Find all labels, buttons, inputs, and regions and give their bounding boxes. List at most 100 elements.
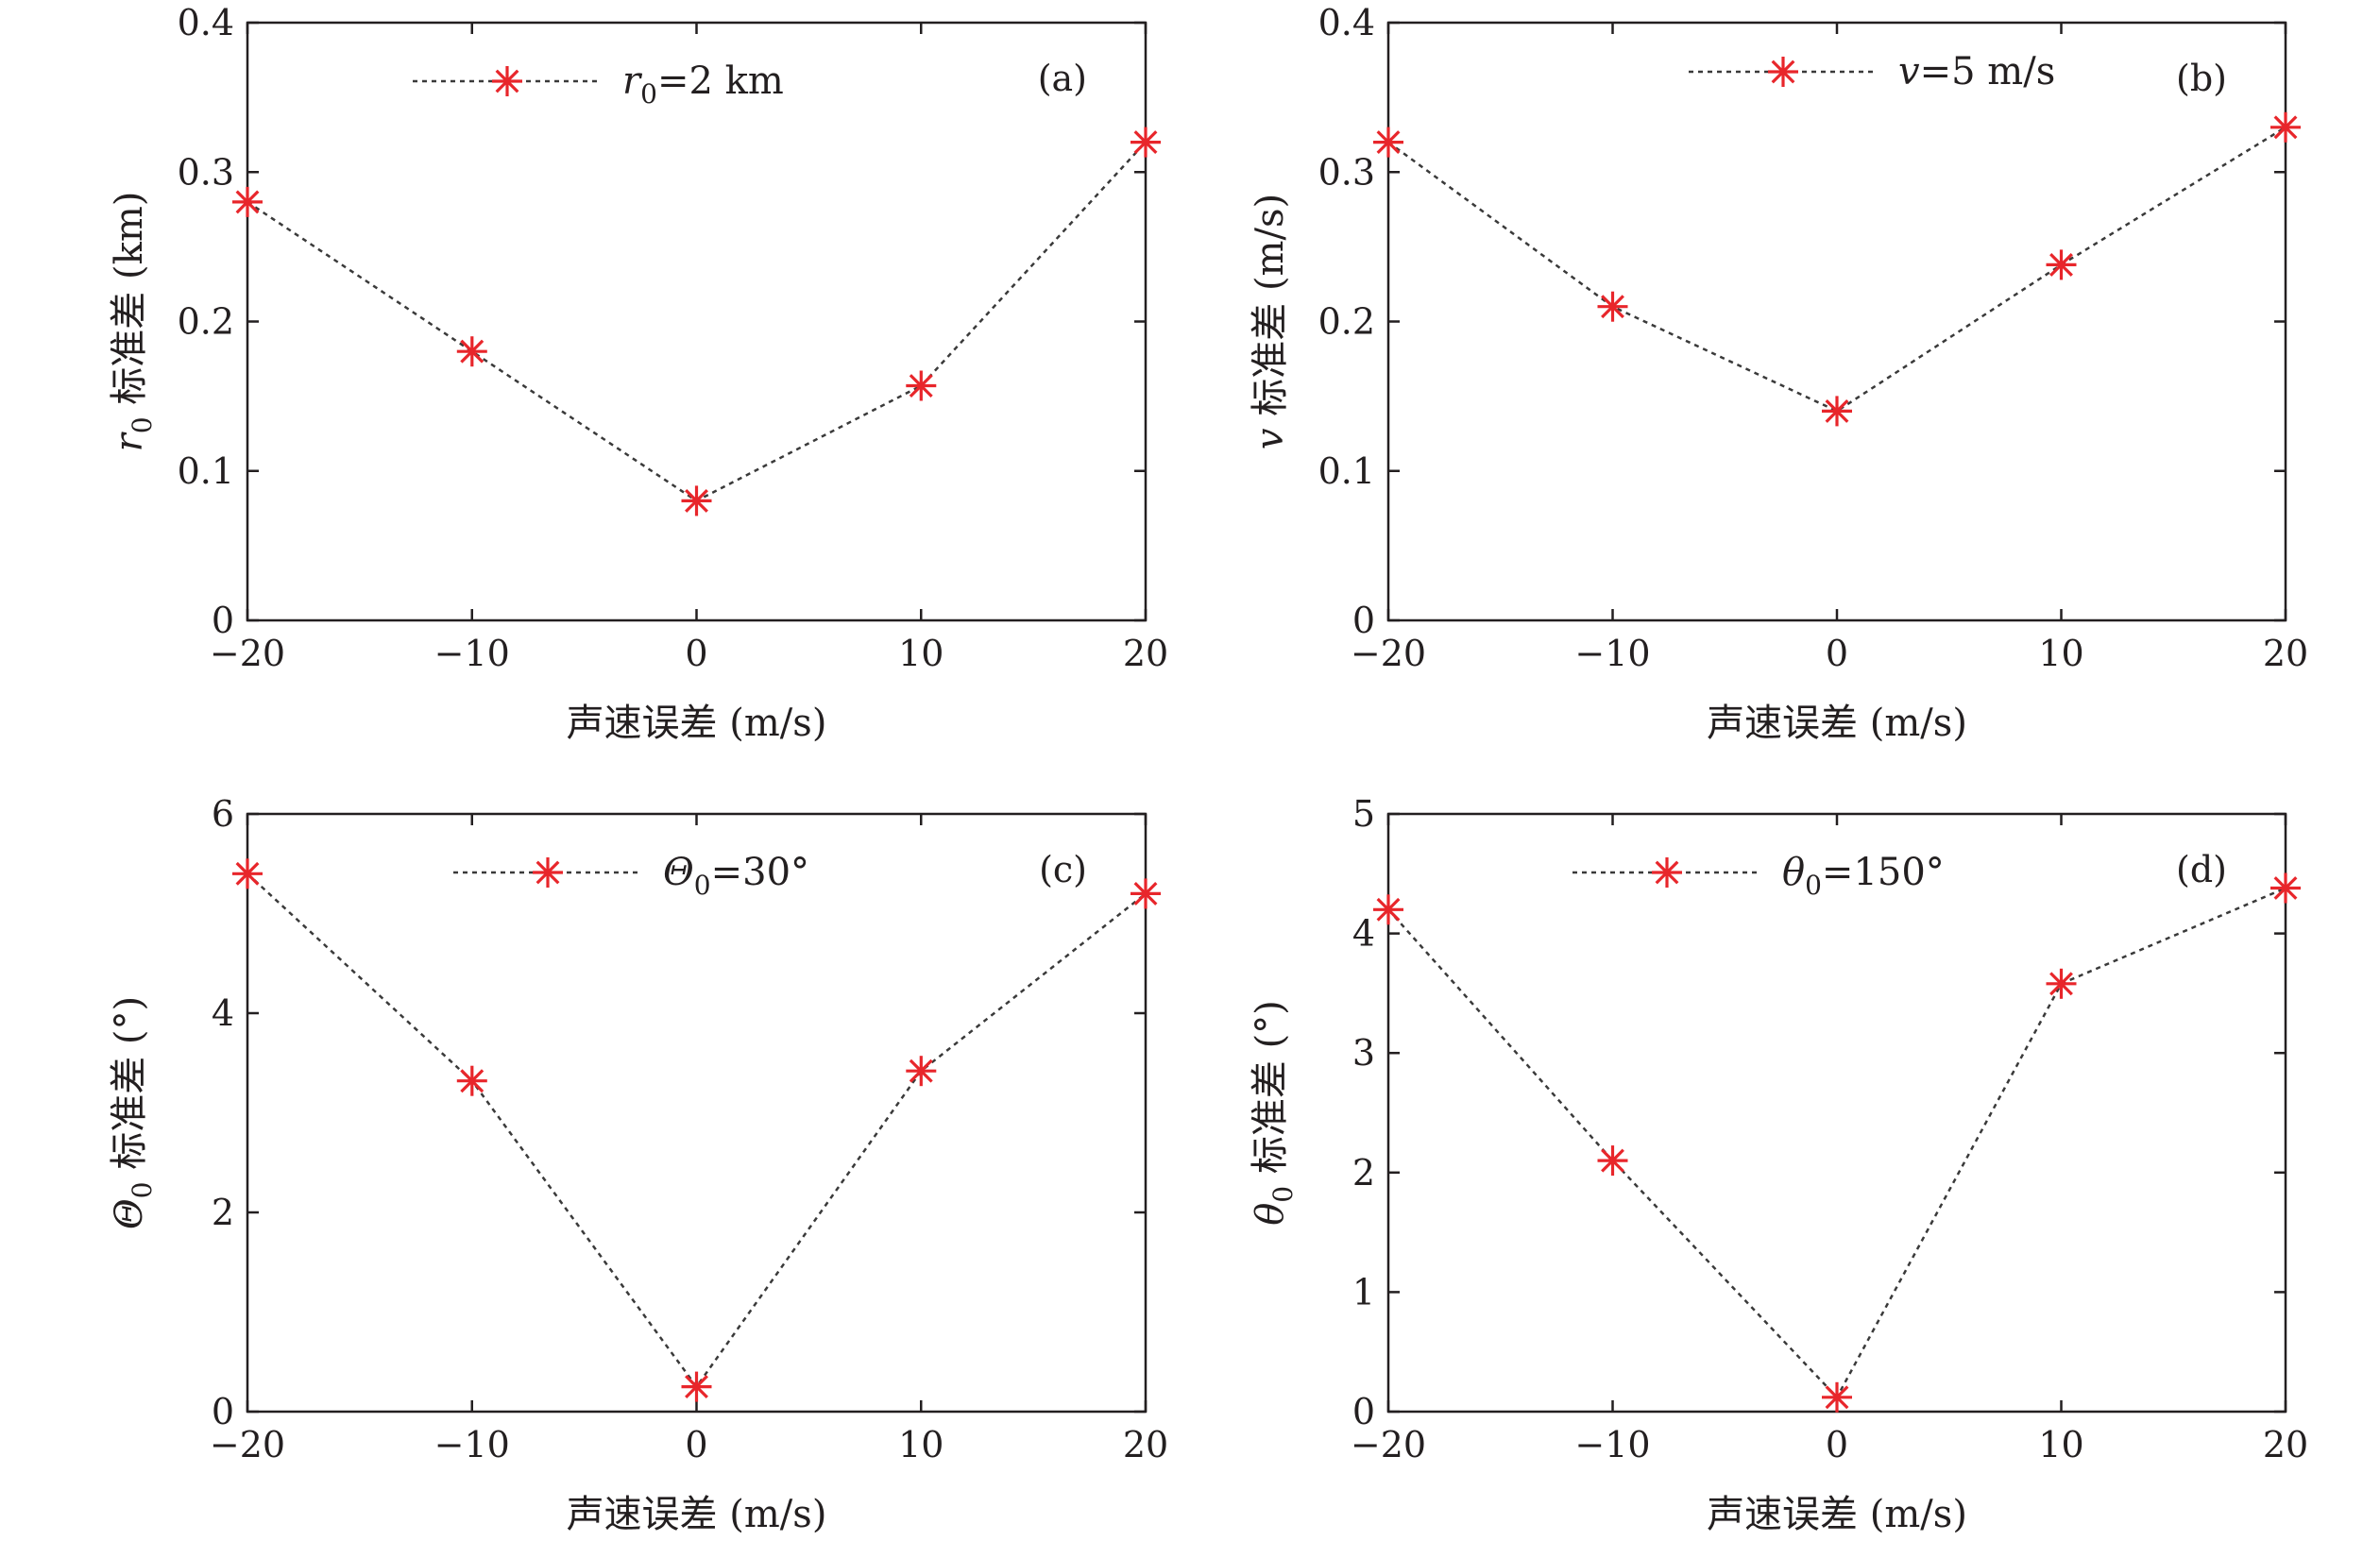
label-text: 标准差 (m/s) [1249, 194, 1292, 429]
x-tick-label: 10 [2038, 633, 2083, 674]
svg-text:θ0 标准差 (°): θ0 标准差 (°) [1249, 1000, 1299, 1226]
plot-frame [246, 812, 1148, 1414]
x-axis-label: 声速误差 (m/s) [1707, 1493, 1967, 1536]
x-axis-label: 声速误差 (m/s) [1707, 702, 1967, 745]
label-text: =2 km [657, 59, 784, 103]
svg-text:r0 标准差 (km): r0 标准差 (km) [108, 192, 158, 452]
y-tick-label: 0.1 [178, 450, 234, 492]
legend: v=5 m/s [1689, 50, 2055, 93]
y-tick-label: 2 [212, 1192, 234, 1233]
x-tick-label: 0 [685, 1424, 707, 1465]
data-point-c-4 [1130, 878, 1161, 909]
data-point-a-0 [232, 186, 263, 217]
plot-frame [246, 21, 1148, 622]
y-tick-label: 0 [1352, 600, 1375, 641]
x-tick-label: 0 [1826, 1424, 1848, 1465]
subscript: 0 [127, 1182, 158, 1199]
x-tick-label: −20 [1351, 633, 1426, 674]
data-point-b-0 [1373, 127, 1403, 158]
data-point-a-2 [681, 485, 712, 516]
y-tick-label: 0.4 [1318, 2, 1375, 43]
series-line [1387, 887, 2286, 1399]
y-tick-label: 0.2 [1318, 301, 1375, 343]
plot-frame [1386, 812, 2287, 1414]
y-tick-label: 3 [1352, 1032, 1375, 1074]
x-tick-label: −20 [210, 633, 285, 674]
x-tick-label: −10 [1574, 633, 1650, 674]
x-tick-label: 10 [2038, 1424, 2083, 1465]
x-tick-label: −10 [1574, 1424, 1650, 1465]
subscript: 0 [640, 78, 657, 110]
data-point-a-4 [1130, 127, 1161, 158]
data-point-a-3 [906, 370, 937, 401]
y-tick-label: 0.3 [1318, 151, 1375, 193]
series-line [246, 141, 1147, 502]
symbol: Θ [108, 1198, 151, 1229]
symbol: r [108, 431, 151, 451]
data-point-b-3 [2046, 249, 2077, 280]
legend-marker [1768, 57, 1798, 87]
symbol: v [1898, 50, 1920, 93]
symbol: θ [1249, 1203, 1292, 1226]
label-text: =30° [711, 851, 809, 894]
x-tick-label: 20 [1123, 1424, 1168, 1465]
symbol: θ [1782, 851, 1805, 894]
data-point-c-2 [681, 1371, 712, 1402]
y-tick-label: 0.4 [178, 2, 234, 43]
y-tick-label: 4 [1352, 913, 1375, 955]
y-tick-label: 5 [1352, 793, 1375, 835]
legend-label: Θ0=30° [663, 851, 809, 901]
series-line [1387, 126, 2286, 413]
x-tick-label: −20 [1351, 1424, 1426, 1465]
legend: Θ0=30° [453, 851, 809, 901]
panel-tag: (b) [2176, 58, 2227, 99]
subscript: 0 [127, 416, 158, 433]
data-point-b-2 [1822, 396, 1852, 427]
x-axis-label: 声速误差 (m/s) [567, 1493, 827, 1536]
x-tick-label: 20 [2263, 633, 2308, 674]
x-tick-label: 20 [1123, 633, 1168, 674]
legend-marker [533, 857, 563, 888]
panel-b: −20 −10 0 10 20 0 0.1 0.2 0.3 0.4 声速误差 (m/s) v 标准差 … [1249, 2, 2308, 745]
y-tick-label: 0.1 [1318, 450, 1375, 492]
panel-tag: (c) [1039, 849, 1087, 890]
symbol: r [622, 59, 643, 103]
symbol: Θ [663, 851, 694, 894]
label-text: =150° [1822, 851, 1945, 894]
data-point-c-0 [232, 858, 263, 889]
x-tick-label: −10 [434, 1424, 510, 1465]
label-text: =5 m/s [1920, 50, 2056, 93]
panel-tag: (d) [2176, 849, 2227, 890]
subscript: 0 [694, 870, 711, 901]
svg-text:v 标准差 (m/s): v 标准差 (m/s) [1249, 194, 1292, 449]
data-point-b-4 [2270, 111, 2301, 143]
data-point-b-1 [1597, 291, 1628, 322]
data-point-d-2 [1822, 1381, 1852, 1413]
legend-label: r0=2 km [622, 59, 784, 110]
label-text: 标准差 (km) [108, 192, 151, 417]
x-tick-label: −10 [434, 633, 510, 674]
legend: θ0=150° [1572, 851, 1945, 901]
subscript: 0 [1267, 1186, 1299, 1203]
data-point-c-3 [906, 1056, 937, 1087]
y-axis-label: v 标准差 (m/s) [1249, 194, 1292, 449]
data-point-a-1 [456, 336, 487, 367]
y-axis-label: r0 标准差 (km) [108, 192, 158, 452]
y-tick-label: 4 [212, 992, 234, 1034]
x-tick-label: 0 [685, 633, 707, 674]
y-tick-label: 0.3 [178, 151, 234, 193]
y-tick-label: 0 [212, 1391, 234, 1432]
data-point-d-0 [1373, 894, 1403, 925]
y-tick-label: 1 [1352, 1271, 1375, 1312]
x-axis-label: 声速误差 (m/s) [567, 702, 827, 745]
series-line [246, 872, 1147, 1389]
data-point-c-1 [456, 1065, 487, 1096]
label-text: 标准差 (°) [108, 996, 151, 1182]
data-point-d-3 [2046, 968, 2077, 999]
legend-marker [1652, 857, 1682, 888]
y-axis-label: θ0 标准差 (°) [1249, 1000, 1299, 1226]
